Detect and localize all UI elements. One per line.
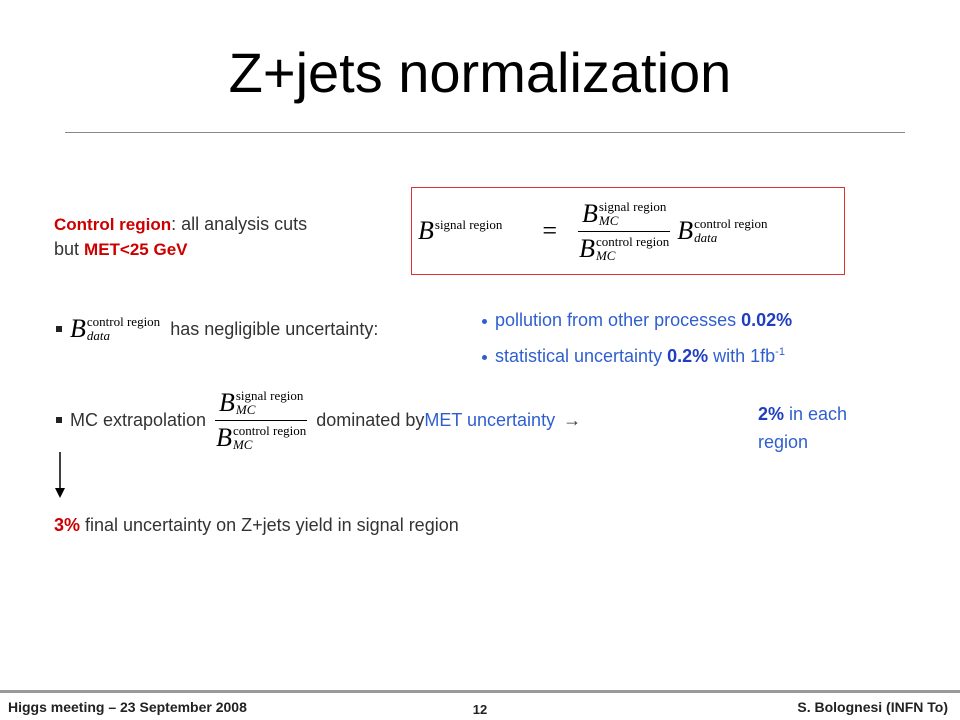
supsub: control region data xyxy=(694,217,767,245)
source: MET uncertainty xyxy=(424,409,556,430)
footer-left: Higgs meeting – 23 September 2008 xyxy=(8,699,247,715)
sub: MC xyxy=(595,247,616,263)
value: 3% xyxy=(54,515,81,535)
sub: MC xyxy=(235,401,256,417)
symbol: B xyxy=(581,198,598,228)
superscript: signal region xyxy=(435,218,503,232)
text: statistical uncertainty xyxy=(495,346,668,366)
supsub: control region data xyxy=(87,315,160,343)
footer-rule xyxy=(0,690,960,693)
sub: data xyxy=(694,230,718,245)
text: but xyxy=(54,239,85,259)
symbol: B xyxy=(579,233,595,263)
down-arrow xyxy=(55,452,65,498)
bullet2-result: 2% in each region xyxy=(758,400,847,456)
sub-bullet: statistical uncertainty 0.2% with 1fb-1 xyxy=(482,346,785,367)
sub-bullet: pollution from other processes 0.02% xyxy=(482,310,792,331)
sup: control region xyxy=(86,314,161,329)
cut: MET<25 GeV xyxy=(84,240,188,259)
arrow-head xyxy=(55,488,65,498)
sub: MC xyxy=(598,212,619,228)
title-rule xyxy=(65,132,905,133)
control-region-label: Control region xyxy=(54,215,172,234)
sup: control region xyxy=(232,422,307,438)
text: with 1fb xyxy=(708,346,776,366)
supsub: signal region MC xyxy=(235,387,304,417)
value: 0.2% xyxy=(667,346,709,366)
text: : all analysis cuts xyxy=(171,214,308,234)
title: Z+jets normalization xyxy=(228,41,732,104)
text: final uncertainty on Z+jets yield in sig… xyxy=(80,515,459,535)
exponent: -1 xyxy=(775,346,785,358)
sup: signal region xyxy=(434,217,503,232)
sup: control region xyxy=(694,216,768,231)
supsub: control region MC xyxy=(595,233,670,263)
text: region xyxy=(758,432,809,452)
text: in each xyxy=(784,404,848,424)
symbol: B xyxy=(70,314,86,343)
sup: control region xyxy=(595,233,670,249)
text: has negligible uncertainty: xyxy=(170,318,379,339)
sup: signal region xyxy=(598,198,667,214)
sub: data xyxy=(86,328,111,343)
footer-right: S. Bolognesi (INFN To) xyxy=(797,699,948,715)
supsub: control region MC xyxy=(232,422,307,452)
text: MC extrapolation xyxy=(70,409,207,430)
sub: MC xyxy=(232,436,253,452)
bullet xyxy=(482,318,487,324)
text: dominated by xyxy=(316,409,425,430)
symbol: B xyxy=(216,422,232,452)
conclusion: 3% final uncertainty on Z+jets yield in … xyxy=(54,515,459,536)
page-number: 12 xyxy=(472,702,488,717)
bullet xyxy=(482,354,487,360)
control-region-text: Control region: all analysis cuts but ME… xyxy=(54,212,307,262)
symbol: B xyxy=(677,216,694,245)
supsub: signal region MC xyxy=(598,198,667,228)
bullet xyxy=(56,417,62,423)
bullet xyxy=(56,326,62,332)
symbol: B xyxy=(218,387,235,417)
arrow: → xyxy=(563,409,582,430)
value: 2% xyxy=(758,404,785,424)
sup: signal region xyxy=(235,387,304,403)
text: pollution from other processes xyxy=(495,310,742,330)
equals: = xyxy=(542,216,558,245)
value: 0.02% xyxy=(741,310,793,330)
symbol: B xyxy=(418,216,434,245)
